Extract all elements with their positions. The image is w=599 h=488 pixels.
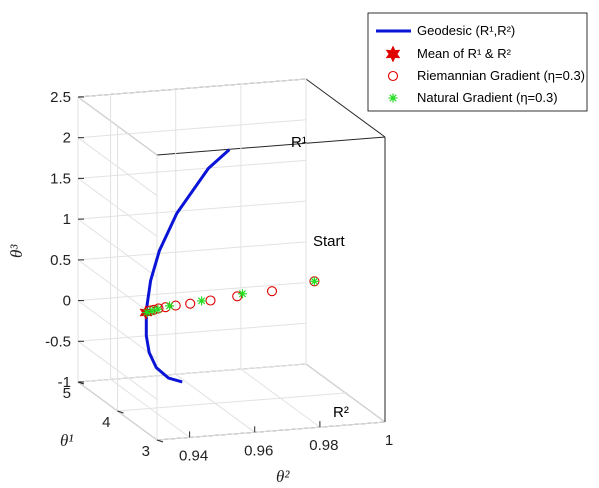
y-tick-mark (156, 439, 164, 443)
y-tick-label: 3 (142, 443, 150, 460)
x-axis-label: θ² (276, 467, 290, 486)
z-axis-label: θ³ (7, 244, 26, 258)
data-marks (139, 148, 320, 384)
legend-entry-natural: Natural Gradient (η=0.3) (417, 90, 558, 105)
legend-entry-geodesic: Geodesic (R¹,R²) (417, 23, 515, 38)
axes-box (77, 78, 386, 441)
legend: Geodesic (R¹,R²) Mean of R¹ & R² Riemann… (367, 12, 588, 112)
grid-line (77, 282, 307, 302)
natural-gradient-point-stroke (310, 277, 319, 285)
legend-entry-mean: Mean of R¹ & R² (417, 46, 512, 61)
natural-gradient-point (309, 276, 319, 286)
grid-line (77, 363, 307, 383)
legend-box (367, 12, 588, 112)
x-tick-label: 0.94 (179, 447, 208, 464)
legend-symbol-riemannian (387, 70, 399, 82)
geodesic-curve (144, 148, 231, 384)
riemannian-gradient-point (266, 286, 278, 297)
y-tick-mark (117, 410, 124, 414)
natural-gradient-point-stroke (197, 297, 206, 305)
natural-gradient-point (147, 306, 157, 316)
z-tick-label: 2 (63, 130, 71, 147)
legend-symbols (376, 29, 411, 103)
riemannian-gradient-point (205, 295, 216, 306)
natural-gradient-point (165, 301, 175, 311)
natural-gradient-point (153, 304, 163, 314)
z-tick-label: 2.5 (50, 89, 71, 106)
legend-symbol-natural-stroke (389, 94, 397, 102)
natural-gradient-point-stroke (154, 305, 162, 313)
z-tick-label: 0.5 (50, 252, 71, 269)
natural-gradient-point (197, 296, 207, 306)
x-tick-label: 0.96 (244, 442, 273, 459)
annotation-r1: R¹ (291, 134, 307, 151)
z-tick-label: -0.5 (45, 333, 71, 350)
grid-line (77, 241, 307, 261)
box-edge (156, 136, 386, 156)
grid-line (156, 421, 386, 441)
grid-lines (77, 78, 386, 441)
y-tick-mark (77, 381, 85, 385)
riemannian-gradient-point (185, 298, 196, 309)
z-tick-label: 0 (63, 293, 71, 310)
tick-labels: -1 -0.5 0 0.5 1 1.5 2 2.5 0.94 0.96 0.98 1 3 4 5 (45, 89, 393, 464)
grid-line (77, 200, 307, 220)
z-tick-label: 1 (63, 211, 71, 228)
annotation-start: Start (313, 233, 346, 250)
x-tick-label: 0.98 (309, 437, 338, 454)
grid-line (77, 119, 307, 139)
y-tick-label: 4 (102, 414, 110, 431)
natural-gradient-point (238, 289, 247, 299)
y-tick-label: 5 (63, 385, 71, 402)
natural-gradient-point-stroke (165, 302, 174, 310)
natural-gradient-point-stroke (238, 290, 247, 298)
legend-entry-riemannian: Riemannian Gradient (η=0.3) (417, 68, 585, 83)
legend-symbol-mean (385, 45, 401, 63)
box-edge (305, 78, 386, 138)
z-tick-label: 1.5 (50, 170, 71, 187)
natural-gradient-point-stroke (148, 307, 156, 315)
grid-line (77, 322, 307, 342)
grid-line (117, 392, 346, 412)
annotation-r2: R² (333, 404, 349, 421)
z-tick-label: -1 (58, 374, 71, 391)
y-axis-label: θ¹ (60, 431, 73, 450)
grid-line (77, 78, 307, 98)
x-tick-label: 1 (385, 432, 393, 449)
grid-line (77, 159, 307, 179)
riemannian-gradient-point (232, 291, 243, 302)
legend-symbol-natural (388, 93, 398, 103)
